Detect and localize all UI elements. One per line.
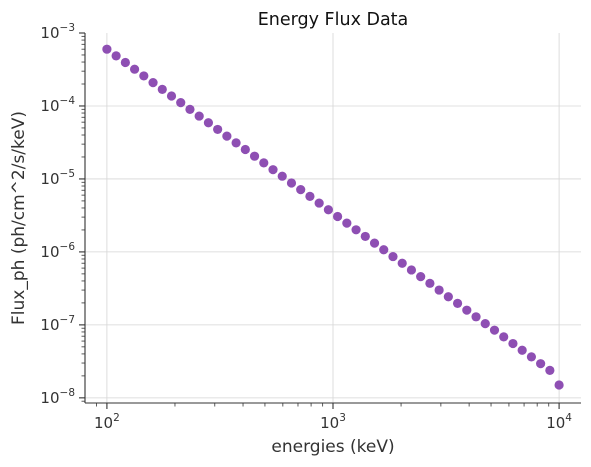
data-point bbox=[545, 365, 555, 375]
data-point bbox=[360, 231, 370, 242]
data-point bbox=[231, 138, 241, 148]
data-point bbox=[314, 198, 324, 208]
data-point bbox=[388, 251, 398, 262]
data-point bbox=[111, 51, 121, 61]
data-point bbox=[268, 165, 278, 175]
y-tick-label: 10−5 bbox=[40, 168, 75, 188]
x-tick-label: 102 bbox=[94, 412, 120, 432]
data-point bbox=[249, 151, 260, 161]
data-point bbox=[536, 359, 546, 369]
data-point bbox=[351, 225, 361, 235]
chart-title: Energy Flux Data bbox=[258, 10, 409, 30]
data-point bbox=[129, 64, 140, 74]
data-point bbox=[462, 305, 472, 315]
y-tick-label: 10−8 bbox=[40, 387, 75, 407]
y-axis-label: Flux_ph (ph/cm^2/s/keV) bbox=[9, 111, 29, 325]
data-point bbox=[434, 285, 444, 295]
data-point bbox=[452, 298, 463, 308]
data-point bbox=[397, 258, 407, 268]
y-axis-ticks: 10−3 10−4 10−5 10−6 10−7 10−8 bbox=[40, 22, 85, 407]
data-point bbox=[379, 245, 389, 255]
x-axis-ticks: 102 103 104 bbox=[94, 403, 572, 432]
data-point bbox=[425, 278, 435, 288]
data-point bbox=[443, 292, 453, 302]
data-point bbox=[508, 338, 518, 349]
data-point bbox=[406, 265, 417, 275]
minor-ticks bbox=[81, 35, 550, 407]
data-point bbox=[480, 319, 490, 329]
data-point bbox=[120, 57, 130, 68]
data-point bbox=[166, 91, 177, 101]
data-point bbox=[213, 124, 223, 135]
data-point bbox=[240, 144, 250, 155]
data-point bbox=[277, 171, 287, 181]
y-tick-label: 10−7 bbox=[40, 314, 75, 334]
data-point bbox=[471, 312, 481, 322]
y-tick-label: 10−4 bbox=[40, 95, 75, 115]
y-tick-label: 10−6 bbox=[40, 241, 75, 261]
data-point bbox=[489, 325, 500, 335]
data-point bbox=[259, 158, 269, 168]
data-point bbox=[499, 332, 509, 342]
data-point bbox=[102, 44, 112, 54]
x-tick-label: 103 bbox=[320, 412, 346, 432]
data-point bbox=[305, 191, 315, 201]
data-point bbox=[369, 238, 380, 248]
data-point bbox=[222, 131, 232, 141]
data-point bbox=[194, 111, 204, 121]
data-point bbox=[176, 98, 186, 108]
data-point bbox=[416, 272, 426, 282]
data-point bbox=[185, 104, 195, 114]
grid bbox=[85, 33, 581, 403]
x-tick-label: 104 bbox=[546, 412, 572, 432]
data-point bbox=[203, 118, 214, 128]
data-point bbox=[526, 352, 537, 362]
data-points bbox=[102, 44, 564, 390]
data-point bbox=[286, 178, 297, 188]
data-point bbox=[517, 345, 527, 355]
y-tick-label: 10−3 bbox=[40, 22, 75, 42]
data-point bbox=[342, 218, 352, 228]
data-point bbox=[554, 380, 564, 390]
data-point bbox=[139, 71, 149, 81]
data-point bbox=[296, 185, 306, 195]
data-point bbox=[148, 78, 158, 88]
x-axis-label: energies (keV) bbox=[271, 437, 394, 457]
data-point bbox=[157, 84, 167, 94]
data-point bbox=[323, 205, 333, 215]
data-point bbox=[333, 211, 343, 222]
